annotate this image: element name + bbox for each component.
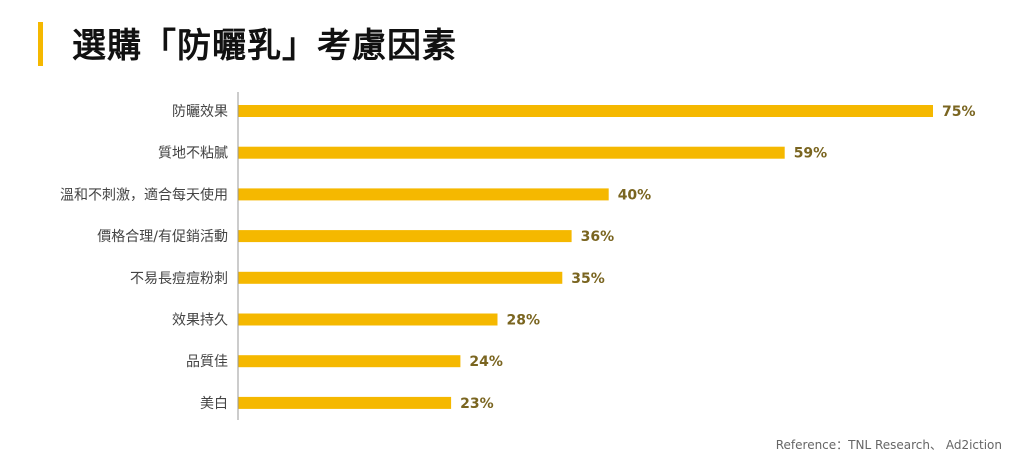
value-label-5: 35%: [571, 271, 605, 287]
bar-6: [238, 313, 498, 326]
category-label-5: 不易長痘痘粉刺: [130, 271, 228, 287]
value-label-7: 24%: [469, 354, 503, 370]
title-accent-bar: [38, 22, 43, 66]
category-label-8: 美白: [200, 396, 228, 412]
reference-note: Reference：TNL Research、 Ad2iction: [775, 438, 1002, 452]
category-label-4: 價格合理/有促銷活動: [97, 228, 228, 245]
bar-2: [238, 146, 785, 159]
category-label-2: 質地不粘膩: [158, 146, 228, 162]
value-label-4: 36%: [581, 229, 615, 245]
category-label-7: 品質佳: [186, 354, 228, 370]
category-label-6: 效果持久: [172, 313, 228, 329]
value-label-8: 23%: [460, 396, 494, 412]
bar-8: [238, 396, 452, 409]
value-label-3: 40%: [618, 187, 652, 203]
value-label-2: 59%: [794, 146, 828, 162]
category-label-3: 溫和不刺激，適合每天使用: [60, 186, 228, 203]
chart-title: 選購「防曬乳」考慮因素: [72, 26, 457, 66]
bar-4: [238, 230, 572, 243]
bar-3: [238, 188, 609, 201]
category-label-1: 防曬效果: [172, 104, 228, 120]
value-label-6: 28%: [507, 313, 541, 329]
value-label-1: 75%: [942, 104, 976, 120]
bar-1: [238, 105, 933, 117]
bar-5: [238, 271, 563, 284]
bar-7: [238, 355, 461, 368]
